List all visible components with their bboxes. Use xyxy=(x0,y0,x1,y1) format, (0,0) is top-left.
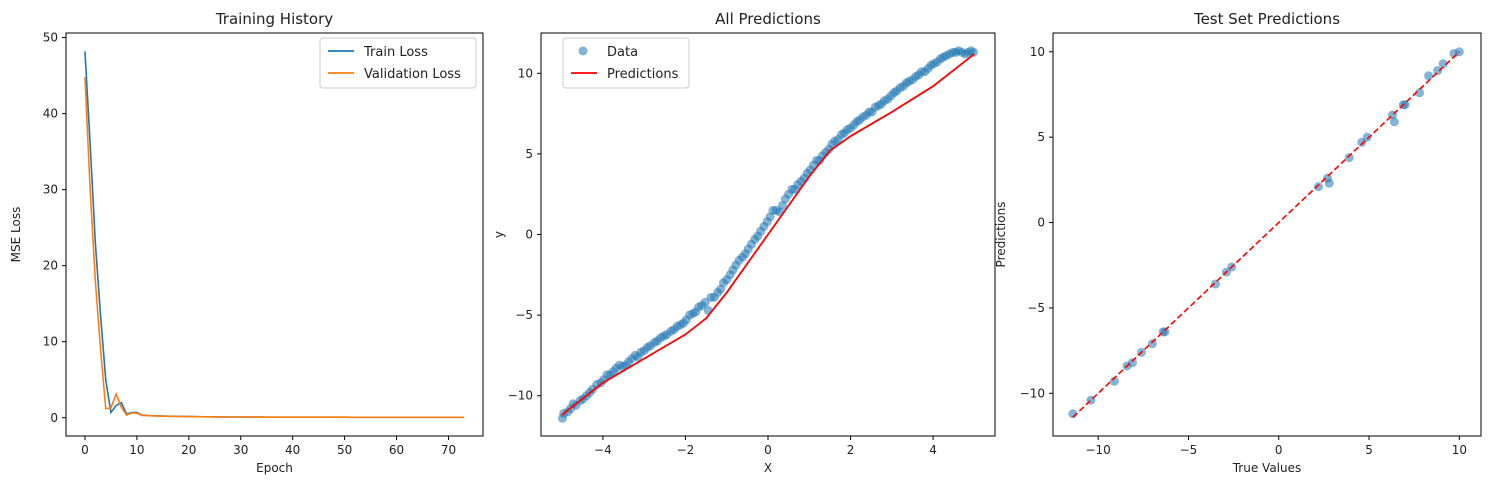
legend-label: Train Loss xyxy=(363,45,428,60)
test-point xyxy=(1433,66,1443,76)
x-tick-label: 5 xyxy=(1365,443,1373,457)
legend-label: Validation Loss xyxy=(364,67,461,82)
plot-area xyxy=(84,51,465,419)
series-line-validation-loss xyxy=(84,77,465,419)
plot-area xyxy=(1068,47,1464,419)
y-axis-label: y xyxy=(492,231,506,238)
test-point xyxy=(1324,178,1334,188)
y-tick-label: 40 xyxy=(43,107,58,121)
x-axis-label: X xyxy=(764,461,772,475)
y-tick-label: −10 xyxy=(508,389,533,403)
y-axis-label: Predictions xyxy=(994,202,1008,268)
test-point xyxy=(1424,71,1434,81)
test-point xyxy=(1400,100,1410,110)
y-tick-label: 10 xyxy=(1030,45,1045,59)
subplot-1: 0 10 20 30 40 50 60 70 0 10 20 30 40 50 Training Histo… xyxy=(9,10,484,475)
x-tick-label: 0 xyxy=(81,443,89,457)
y-tick-label: −10 xyxy=(1020,386,1045,400)
test-point xyxy=(1389,117,1399,127)
legend: Data Predictions xyxy=(562,37,690,89)
x-tick-label: 10 xyxy=(1452,443,1467,457)
y-tick-label: 50 xyxy=(43,31,58,45)
plot-area xyxy=(557,46,979,423)
subplot-3: −10 −5 0 5 10 −10 −5 0 5 10 Test Set Predictions Tr… xyxy=(994,10,1482,475)
subplot-2: −4 −2 0 2 4 −10 −5 0 5 10 All Predictions Xy Data Pre… xyxy=(492,10,996,475)
chart-title: All Predictions xyxy=(715,10,821,28)
legend-box xyxy=(319,37,477,89)
reference-line xyxy=(1072,51,1460,418)
x-tick-label: −10 xyxy=(1085,443,1110,457)
x-tick-label: 0 xyxy=(1275,443,1283,457)
y-tick-label: 0 xyxy=(1037,216,1045,230)
legend-box xyxy=(562,37,690,89)
x-tick-label: 0 xyxy=(764,443,772,457)
test-point xyxy=(1438,59,1448,69)
y-tick-label: 30 xyxy=(43,183,58,197)
test-point xyxy=(1344,153,1354,163)
test-point xyxy=(1211,279,1221,289)
x-tick-label: 30 xyxy=(233,443,248,457)
data-point xyxy=(969,47,979,57)
x-tick-label: 60 xyxy=(389,443,404,457)
x-tick-label: 40 xyxy=(285,443,300,457)
chart-title: Test Set Predictions xyxy=(1193,10,1340,28)
test-point xyxy=(1313,182,1323,192)
data-point xyxy=(703,305,713,315)
y-tick-label: 10 xyxy=(518,66,533,80)
y-tick-label: 5 xyxy=(1037,130,1045,144)
test-point xyxy=(1160,327,1170,337)
x-tick-label: 4 xyxy=(929,443,937,457)
chart-title: Training History xyxy=(215,10,333,28)
x-tick-label: −5 xyxy=(1180,443,1198,457)
test-point xyxy=(1415,88,1425,98)
y-tick-label: 5 xyxy=(525,147,533,161)
test-point xyxy=(1127,358,1137,368)
axes-frame xyxy=(1052,32,1482,437)
x-tick-label: −4 xyxy=(594,443,612,457)
test-point xyxy=(1147,339,1157,349)
legend-label: Predictions xyxy=(607,67,679,82)
y-tick-label: 0 xyxy=(50,411,58,425)
y-tick-label: 0 xyxy=(525,228,533,242)
y-tick-label: −5 xyxy=(1027,301,1045,315)
legend: Train Loss Validation Loss xyxy=(319,37,477,89)
x-tick-label: 20 xyxy=(181,443,196,457)
y-axis-label: MSE Loss xyxy=(9,207,23,263)
test-point xyxy=(1362,132,1372,142)
x-tick-label: 2 xyxy=(847,443,855,457)
y-tick-label: −5 xyxy=(515,308,533,322)
x-tick-label: 70 xyxy=(441,443,456,457)
x-axis-label: Epoch xyxy=(256,461,293,475)
x-tick-label: −2 xyxy=(677,443,695,457)
predictions-line xyxy=(561,53,975,416)
x-tick-label: 10 xyxy=(129,443,144,457)
legend-swatch xyxy=(578,46,588,56)
x-axis-label: True Values xyxy=(1232,461,1302,475)
x-tick-label: 50 xyxy=(337,443,352,457)
test-point xyxy=(1454,47,1464,57)
axes-frame xyxy=(65,32,484,437)
y-tick-label: 20 xyxy=(43,259,58,273)
legend-label: Data xyxy=(607,45,638,60)
y-tick-label: 10 xyxy=(43,335,58,349)
